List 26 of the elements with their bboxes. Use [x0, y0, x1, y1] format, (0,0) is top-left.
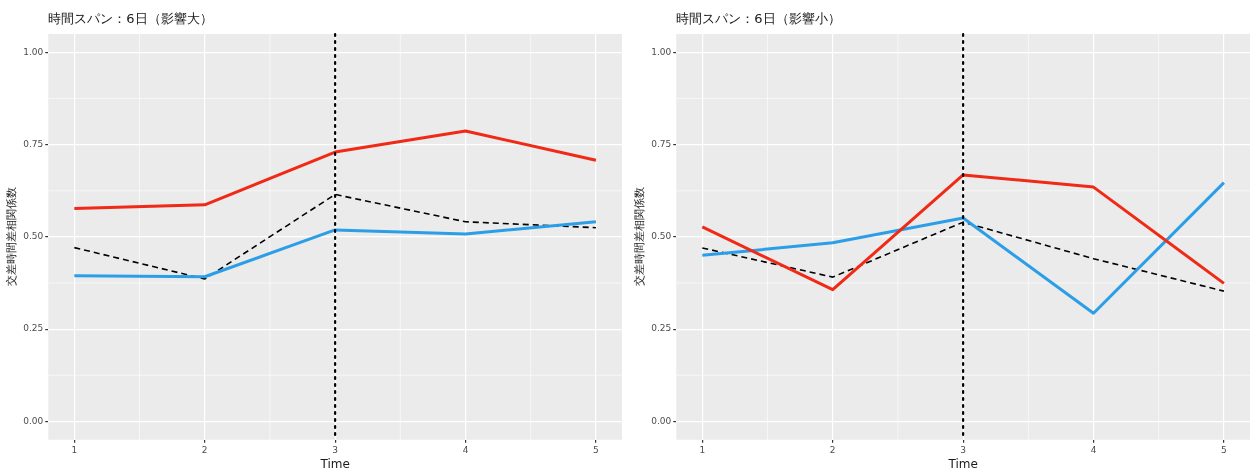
x-tick-label: 1 [71, 444, 78, 455]
chart-title: 時間スパン：6日（影響小） [676, 11, 841, 26]
x-tick-label: 3 [332, 444, 338, 455]
x-tick-label: 4 [462, 444, 469, 455]
x-tick-label: 2 [201, 444, 208, 455]
y-tick-label: 1.00 [651, 46, 672, 57]
x-tick-label: 4 [1090, 444, 1097, 455]
y-tick-label: 0.50 [23, 231, 44, 242]
y-tick-label: 1.00 [23, 46, 44, 57]
y-axis-title: 交差時間差相関係数 [633, 187, 647, 287]
x-tick-label: 5 [1221, 444, 1227, 455]
y-tick-label: 0.75 [651, 139, 672, 150]
y-tick-label: 0.25 [23, 323, 44, 334]
x-tick-label: 2 [829, 444, 836, 455]
y-tick-label: 0.00 [651, 415, 672, 426]
y-tick-label: 0.50 [651, 231, 672, 242]
x-axis-title: Time [947, 456, 978, 471]
x-axis-title: Time [319, 456, 350, 471]
chart-title: 時間スパン：6日（影響大） [48, 11, 213, 26]
x-tick-label: 5 [593, 444, 599, 455]
x-tick-label: 1 [699, 444, 706, 455]
y-tick-label: 0.25 [651, 323, 672, 334]
x-tick-label: 3 [960, 444, 966, 455]
y-tick-label: 0.00 [23, 415, 44, 426]
y-tick-label: 0.75 [23, 139, 44, 150]
y-axis-title: 交差時間差相関係数 [5, 187, 19, 287]
